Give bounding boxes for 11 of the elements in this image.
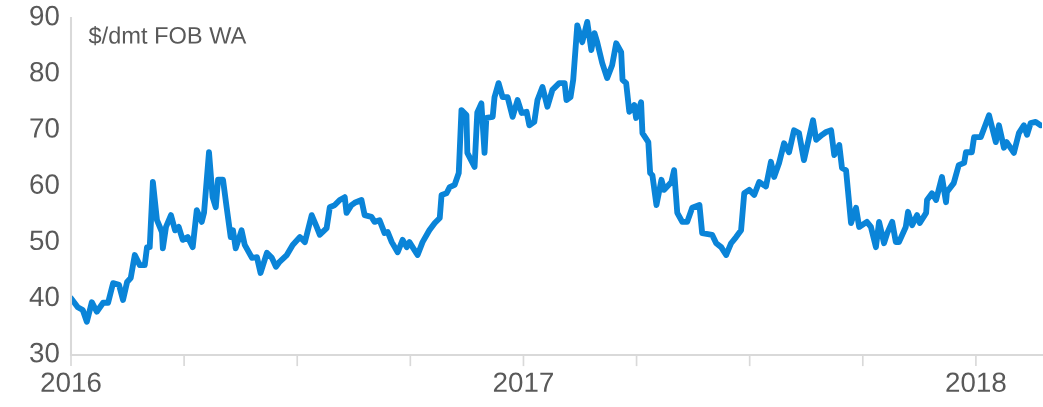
y-tick-label: 90 xyxy=(30,5,59,26)
x-tick-label: 2016 xyxy=(41,372,101,393)
y-tick-label: 50 xyxy=(30,230,59,251)
y-tick-label: 60 xyxy=(30,174,59,194)
y-tick-label: 70 xyxy=(30,118,59,138)
x-tick-label: 2018 xyxy=(946,372,1006,393)
annotation: $/dmt FOB WA xyxy=(88,26,247,46)
y-tick-label: 40 xyxy=(29,286,59,307)
x-tick-label: 2017 xyxy=(493,372,553,393)
y-tick-label: 80 xyxy=(30,61,59,82)
y-tick-label: 30 xyxy=(30,342,59,363)
